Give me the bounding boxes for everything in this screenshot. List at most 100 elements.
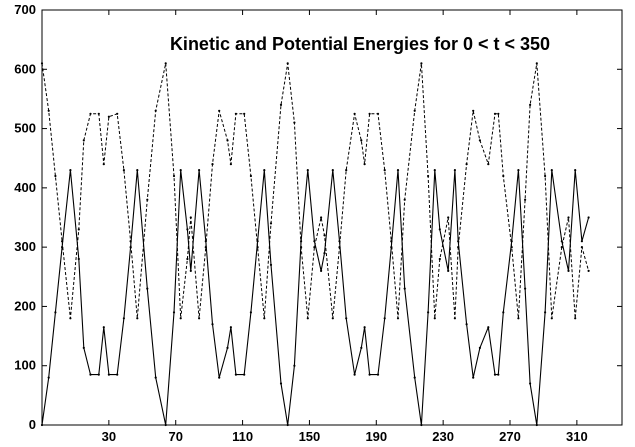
data-point [323, 252, 326, 255]
plot-frame [41, 9, 623, 426]
data-point [136, 169, 139, 172]
data-point [146, 287, 149, 290]
data-point [286, 423, 289, 427]
data-point [567, 216, 570, 219]
data-point [129, 246, 132, 249]
data-point [493, 112, 497, 115]
data-point [438, 257, 441, 261]
chart-title: Kinetic and Potential Energies for 0 < t… [170, 34, 550, 54]
data-point [517, 317, 520, 320]
data-point [136, 317, 139, 320]
data-point [293, 364, 296, 367]
data-point [164, 423, 167, 427]
data-point [47, 376, 50, 379]
data-point [77, 257, 80, 261]
data-point [457, 240, 460, 243]
data-point [189, 269, 192, 272]
data-point [331, 317, 334, 320]
data-point [204, 240, 207, 243]
data-point [218, 109, 221, 112]
data-point [502, 311, 505, 314]
data-point [427, 174, 430, 178]
data-point [472, 109, 475, 112]
data-point [179, 169, 182, 172]
data-point [567, 269, 570, 272]
data-point [390, 246, 393, 249]
data-point [465, 323, 468, 326]
data-point [574, 317, 577, 320]
x-tick-label: 190 [365, 429, 387, 444]
y-axis: 0 100 200 300 400 500 600 700 [14, 2, 622, 432]
data-point [587, 216, 590, 219]
data-point [97, 373, 100, 376]
data-point [186, 257, 189, 261]
data-point [396, 169, 400, 172]
data-point [116, 112, 119, 115]
data-point [544, 174, 547, 178]
data-point [472, 376, 475, 379]
data-point [497, 112, 500, 115]
data-point [102, 326, 105, 329]
data-point [82, 346, 85, 349]
data-point [179, 317, 182, 320]
data-point [403, 287, 406, 290]
data-point [249, 174, 252, 178]
data-point [279, 103, 283, 106]
data-point [413, 109, 416, 112]
data-point [368, 373, 371, 376]
data-point [154, 376, 157, 379]
data-point [529, 382, 532, 385]
x-tick-label: 30 [102, 429, 116, 444]
data-point [300, 240, 303, 243]
data-point [97, 112, 100, 115]
data-point [363, 326, 366, 329]
data-point [89, 373, 92, 376]
data-point [368, 112, 371, 115]
data-point [524, 198, 527, 201]
data-point [172, 311, 176, 314]
data-point [234, 112, 237, 115]
x-tick-label: 230 [432, 429, 454, 444]
data-point [497, 373, 500, 376]
data-point [122, 169, 125, 172]
data-point [376, 112, 380, 115]
data-point [550, 317, 553, 320]
data-point [360, 139, 363, 142]
data-point [403, 198, 406, 201]
data-point [493, 373, 497, 376]
data-point [186, 228, 189, 231]
data-point [580, 246, 584, 249]
y-tick-label: 100 [14, 358, 36, 373]
data-point [107, 373, 110, 376]
data-point [550, 169, 553, 172]
data-point [198, 169, 201, 172]
data-point [198, 317, 201, 320]
data-point [383, 169, 386, 172]
data-point [338, 240, 341, 243]
data-point [453, 317, 456, 320]
data-point [211, 163, 214, 166]
data-point [229, 326, 232, 329]
y-tick-label: 700 [14, 2, 36, 17]
data-point [40, 423, 44, 427]
data-point [447, 216, 450, 219]
data-point [560, 246, 563, 249]
data-point [396, 317, 400, 320]
data-point [269, 222, 273, 225]
data-point [256, 240, 259, 243]
data-point [154, 109, 157, 112]
dashed-series-line [41, 62, 590, 319]
x-axis: 30 70 110 150 190 230 270 310 [102, 10, 588, 444]
data-point [218, 376, 221, 379]
data-point [438, 228, 441, 231]
data-point [313, 240, 316, 243]
data-point [587, 269, 590, 272]
data-point [243, 112, 246, 115]
data-point [313, 246, 316, 249]
data-point [560, 240, 563, 243]
y-tick-label: 600 [14, 61, 36, 76]
data-point [535, 423, 538, 427]
data-point [535, 62, 538, 65]
data-point [107, 115, 110, 118]
